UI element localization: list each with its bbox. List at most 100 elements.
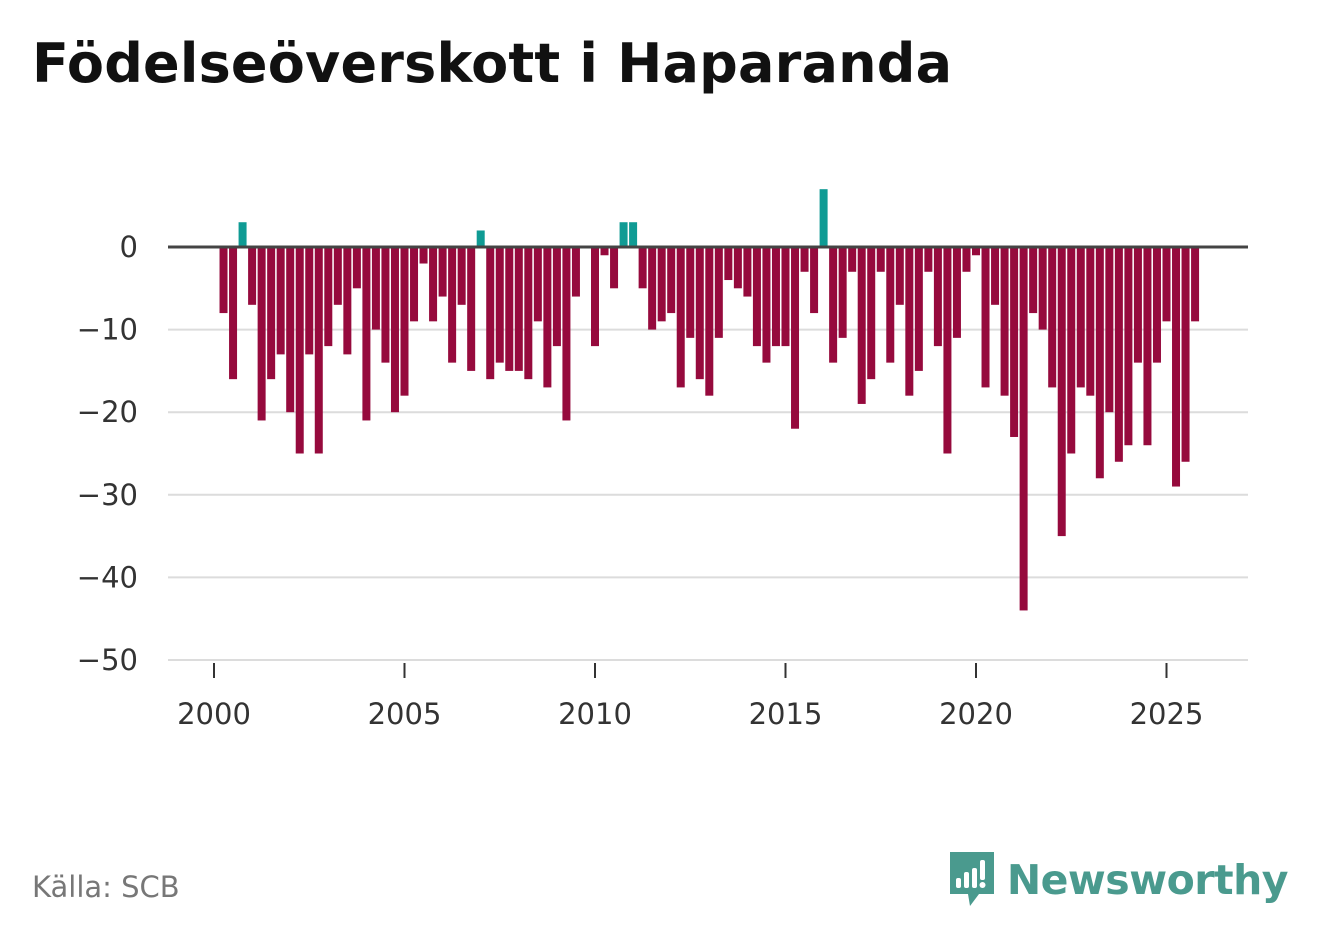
x-axis: 2000 2005 2010 2015 2020 2025 <box>177 663 1203 731</box>
chart-title: Födelseöverskott i Haparanda <box>32 32 953 95</box>
bar <box>638 247 647 289</box>
bar <box>905 247 914 396</box>
bar <box>914 247 923 371</box>
y-tick-label: −40 <box>77 560 138 594</box>
bar <box>324 247 333 347</box>
bar <box>1038 247 1047 330</box>
bar <box>867 247 876 380</box>
bar <box>248 247 257 305</box>
bar <box>962 247 971 272</box>
bar <box>657 247 666 322</box>
bar <box>819 189 828 247</box>
bar <box>1029 247 1038 314</box>
bar <box>429 247 438 322</box>
bar <box>1162 247 1171 322</box>
bar <box>467 247 476 371</box>
bar <box>676 247 685 388</box>
bar <box>543 247 552 388</box>
bar <box>410 247 419 322</box>
bar <box>333 247 342 305</box>
bar <box>886 247 895 363</box>
bar <box>771 247 780 347</box>
bar <box>276 247 285 355</box>
bar <box>895 247 904 305</box>
bar <box>533 247 542 322</box>
bar <box>486 247 495 380</box>
brand-logo: Newsworthy <box>947 850 1289 910</box>
bar <box>514 247 523 371</box>
bar <box>629 222 638 247</box>
bar <box>571 247 580 297</box>
bar <box>390 247 399 413</box>
bar <box>705 247 714 396</box>
bar <box>562 247 571 421</box>
bar <box>762 247 771 363</box>
bar <box>352 247 361 289</box>
bar <box>933 247 942 347</box>
y-tick-label: −10 <box>77 313 138 347</box>
bar <box>781 247 790 347</box>
x-tick-label: 2025 <box>1130 697 1204 731</box>
bar <box>1114 247 1123 462</box>
y-tick-label: −20 <box>77 395 138 429</box>
bar <box>286 247 295 413</box>
bar <box>981 247 990 388</box>
x-tick-label: 2005 <box>368 697 442 731</box>
bar <box>1067 247 1076 454</box>
bar <box>943 247 952 454</box>
bar <box>876 247 885 272</box>
bar <box>714 247 723 338</box>
x-tick-label: 2015 <box>749 697 823 731</box>
bar <box>752 247 761 347</box>
bar <box>733 247 742 289</box>
bar <box>362 247 371 421</box>
bar <box>419 247 428 264</box>
bar <box>791 247 800 429</box>
bar <box>695 247 704 380</box>
bar <box>838 247 847 338</box>
bar <box>829 247 838 363</box>
bar <box>257 247 266 421</box>
bar <box>686 247 695 338</box>
bar <box>1181 247 1190 462</box>
bar <box>991 247 1000 305</box>
bar <box>1057 247 1066 537</box>
bar <box>238 222 247 247</box>
bar <box>552 247 561 347</box>
y-tick-label: 0 <box>120 230 138 264</box>
bar <box>610 247 619 289</box>
bar <box>1133 247 1142 363</box>
bar <box>800 247 809 272</box>
bar <box>343 247 352 355</box>
source-label: Källa: SCB <box>32 870 180 904</box>
bar <box>667 247 676 314</box>
bar <box>600 247 609 256</box>
y-tick-label: −50 <box>77 643 138 677</box>
bar <box>1152 247 1161 363</box>
bar <box>1105 247 1114 413</box>
bar <box>857 247 866 404</box>
bar <box>924 247 933 272</box>
bar-chart: 0 −10 −20 −30 −40 −50 2000 2005 2010 2015 2020 202… <box>77 189 1248 731</box>
bar <box>505 247 514 371</box>
bar <box>848 247 857 272</box>
brand-name: Newsworthy <box>1006 856 1289 904</box>
bar <box>1048 247 1057 388</box>
x-tick-label: 2020 <box>939 697 1013 731</box>
bar <box>1124 247 1133 446</box>
bar <box>229 247 238 380</box>
bar <box>448 247 457 363</box>
bar <box>524 247 533 380</box>
bar <box>400 247 409 396</box>
bar <box>1000 247 1009 396</box>
y-tick-label: −30 <box>77 478 138 512</box>
bar <box>1086 247 1095 396</box>
bar <box>438 247 447 297</box>
y-axis-labels: 0 −10 −20 −30 −40 −50 <box>77 230 138 677</box>
bar <box>952 247 961 338</box>
bar <box>495 247 504 363</box>
x-tick-label: 2000 <box>177 697 251 731</box>
bar <box>457 247 466 305</box>
bar <box>314 247 323 454</box>
bar <box>371 247 380 330</box>
